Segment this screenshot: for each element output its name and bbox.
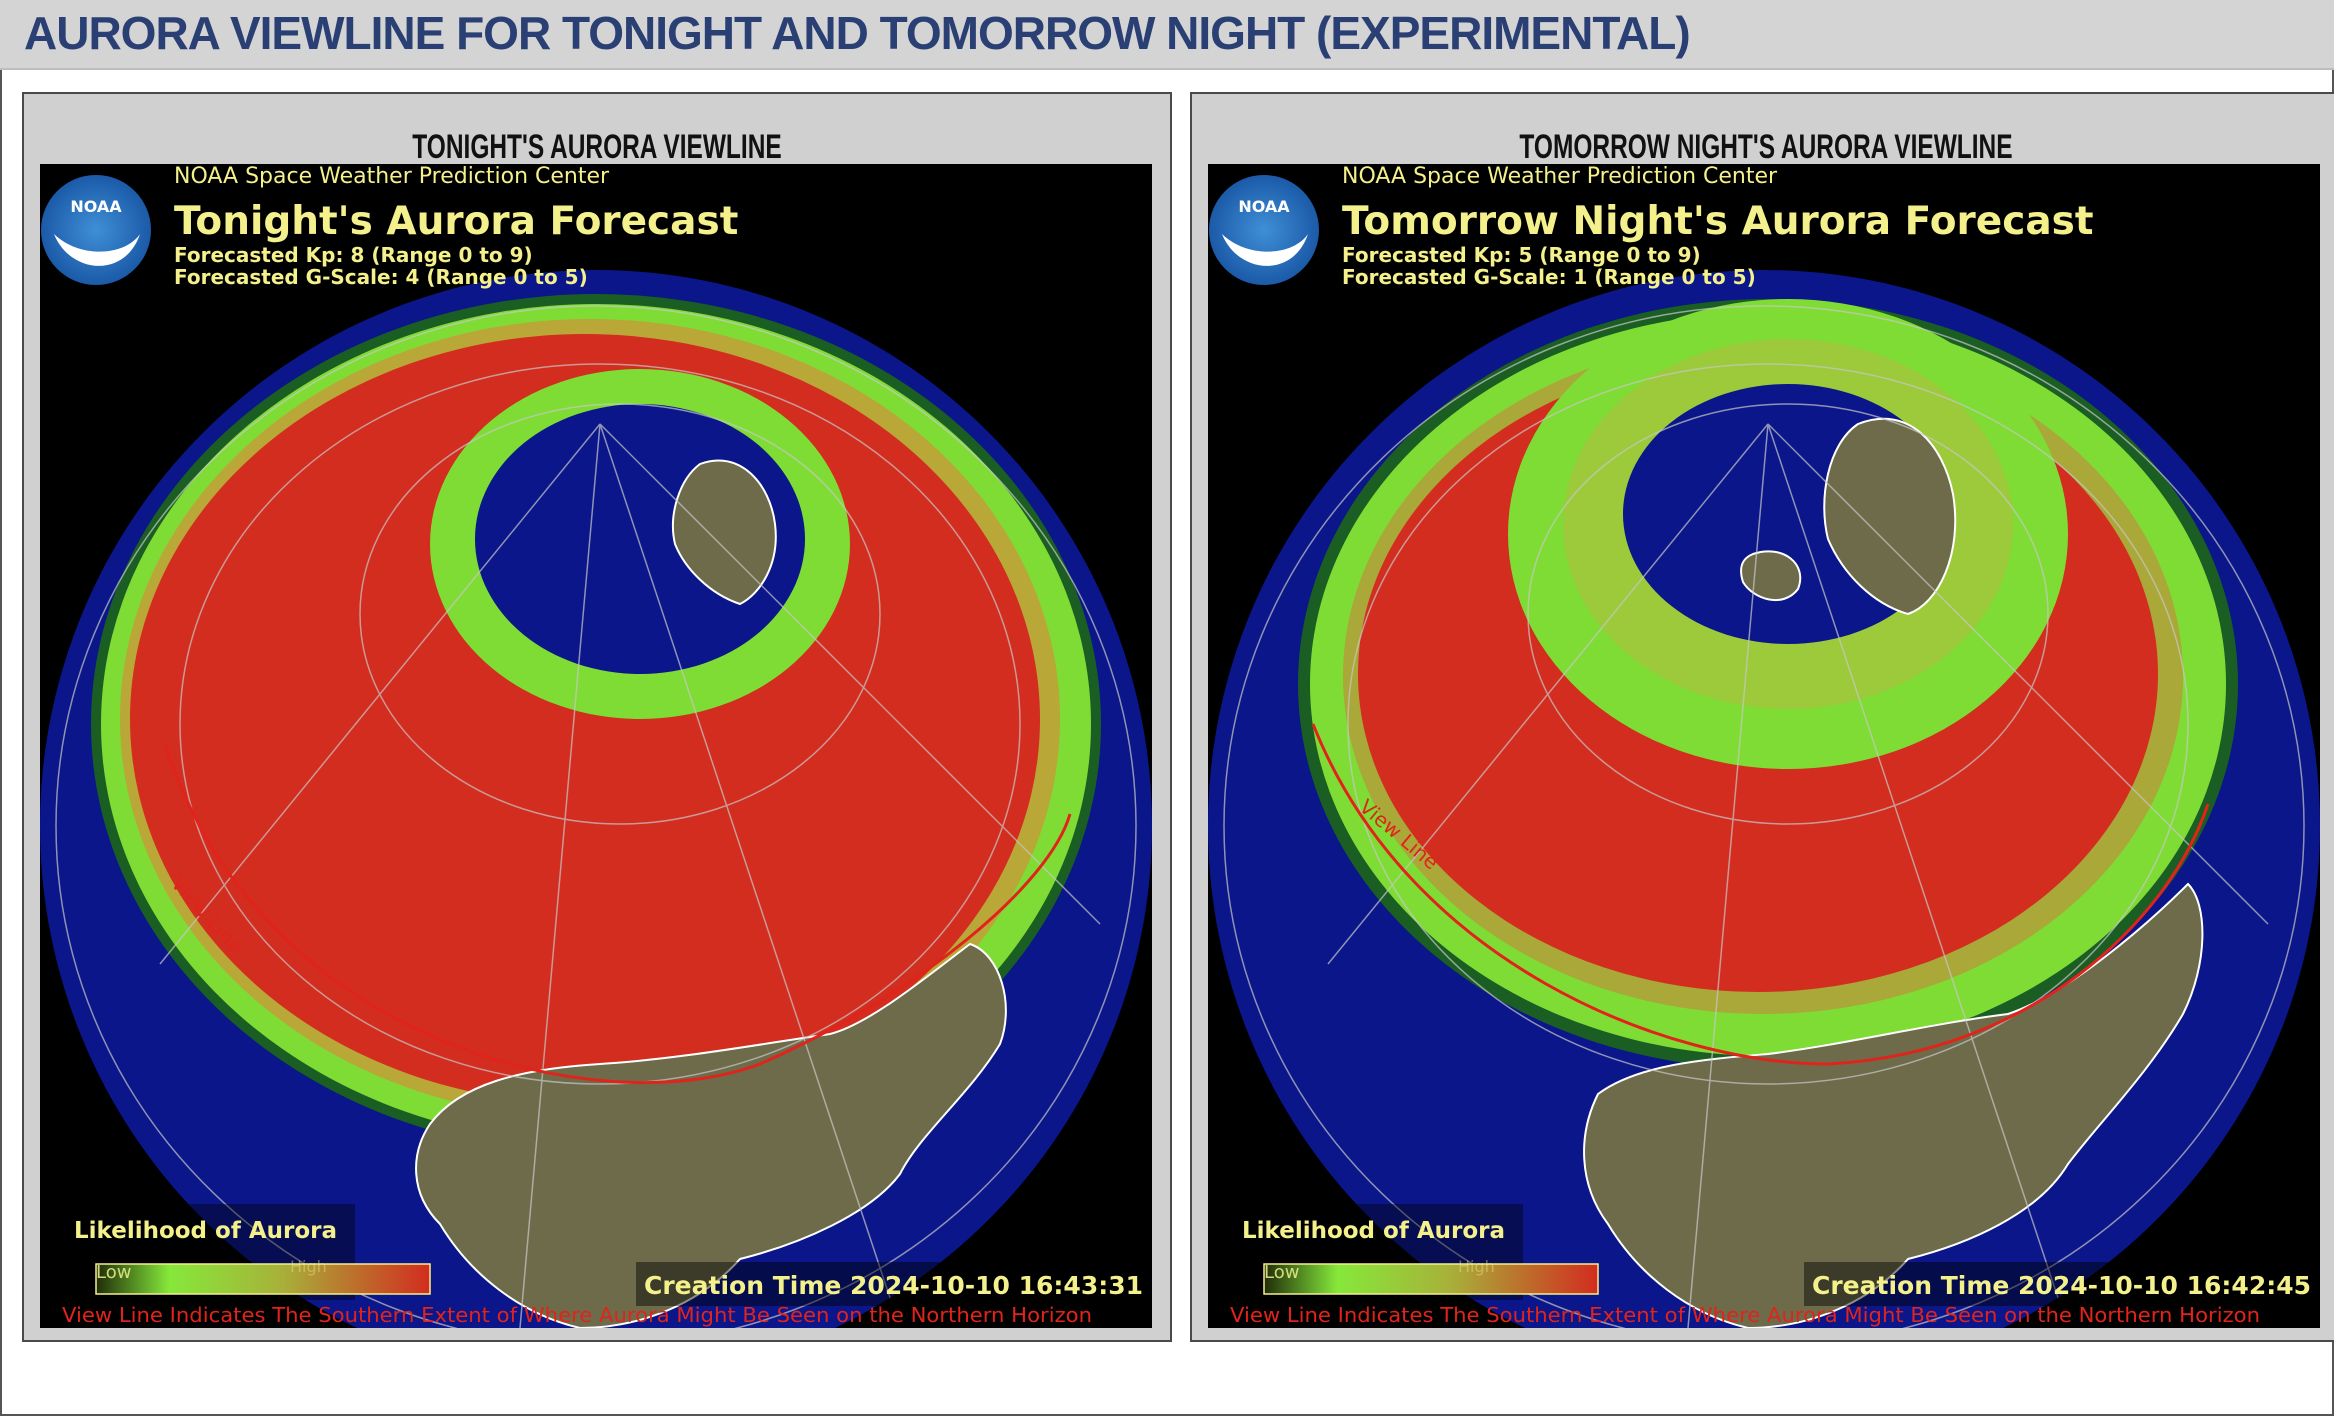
creation-time-background: [1804, 1262, 2312, 1306]
land-north-america: [1583, 882, 2204, 1328]
legend-title: Likelihood of Aurora: [1242, 1218, 1505, 1244]
kp-forecast: Forecasted Kp: 8 (Range 0 to 9): [174, 243, 533, 267]
legend-title: Likelihood of Aurora: [74, 1218, 337, 1244]
panel-tonight: TONIGHT'S AURORA VIEWLINE: [22, 92, 1172, 1342]
footer-note: View Line Indicates The Southern Extent …: [1230, 1303, 2260, 1327]
panel-heading: TONIGHT'S AURORA VIEWLINE: [412, 128, 782, 166]
gscale-forecast: Forecasted G-Scale: 4 (Range 0 to 5): [174, 265, 588, 289]
noaa-logo-text: NOAA: [70, 197, 122, 216]
noaa-logo: NOAA: [41, 175, 151, 285]
legend-low-label: Low: [96, 1262, 131, 1283]
graticule: [55, 305, 1137, 1328]
footer-note: View Line Indicates The Southern Extent …: [62, 1303, 1092, 1327]
gscale-forecast: Forecasted G-Scale: 1 (Range 0 to 5): [1342, 265, 1756, 289]
land-greenland: [1823, 417, 1957, 616]
agency-name: NOAA Space Weather Prediction Center: [174, 164, 610, 189]
agency-name: NOAA Space Weather Prediction Center: [1342, 164, 1778, 189]
creation-time: Creation Time 2024-10-10 16:43:31: [644, 1271, 1143, 1300]
view-line: [1311, 723, 2210, 1066]
forecast-title: Tomorrow Night's Aurora Forecast: [1342, 199, 2094, 244]
legend-low-label: Low: [1264, 1262, 1299, 1283]
legend-high-label: High: [1458, 1257, 1495, 1276]
legend: Likelihood of Aurora Low High: [58, 1204, 431, 1300]
kp-forecast: Forecasted Kp: 5 (Range 0 to 9): [1342, 243, 1701, 267]
legend-color-bar: [95, 1263, 431, 1295]
legend-high-label: High: [290, 1257, 327, 1276]
noaa-logo-text: NOAA: [1238, 197, 1290, 216]
aurora-map-tonight: View Line NOAA NOAA Space Weather Predic…: [40, 164, 1152, 1328]
aurora-map-tomorrow: View Line NOAA NOAA Space Weather Predic…: [1208, 164, 2320, 1328]
page-title: AURORA VIEWLINE FOR TONIGHT AND TOMORROW…: [24, 7, 1691, 59]
land-north-america: [415, 942, 1007, 1328]
panel-heading: TOMORROW NIGHT'S AURORA VIEWLINE: [1519, 128, 2013, 166]
legend-color-bar: [1263, 1263, 1599, 1295]
legend: Likelihood of Aurora Low High: [1226, 1204, 1599, 1300]
creation-time: Creation Time 2024-10-10 16:42:45: [1812, 1271, 2311, 1300]
panel-tomorrow: TOMORROW NIGHT'S AURORA VIEWLINE: [1190, 92, 2334, 1342]
forecast-title: Tonight's Aurora Forecast: [174, 199, 738, 244]
page-header: AURORA VIEWLINE FOR TONIGHT AND TOMORROW…: [0, 0, 2334, 70]
land-greenland-cap: [671, 459, 777, 606]
creation-time-background: [636, 1262, 1144, 1306]
graticule: [1223, 305, 2305, 1328]
content-frame: TONIGHT'S AURORA VIEWLINE: [0, 70, 2334, 1416]
view-line: [163, 743, 1072, 1085]
noaa-logo: NOAA: [1209, 175, 1319, 285]
